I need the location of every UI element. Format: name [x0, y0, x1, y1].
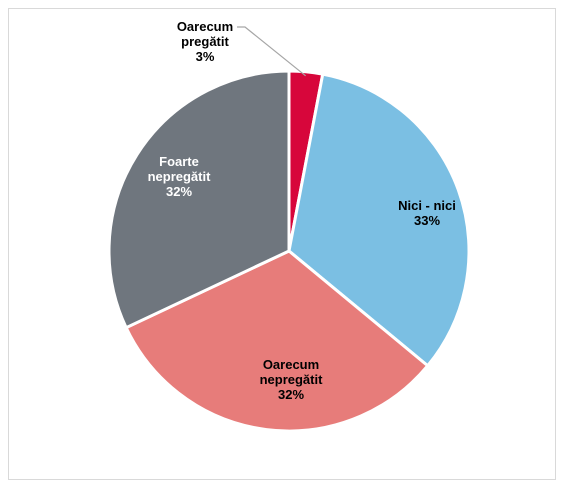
slice-labels: Oarecum pregătit 3%Nici - nici 33%Oarecum ne… [148, 19, 456, 402]
slice-value-label: 32% [278, 387, 304, 402]
slice-value-label: 33% [414, 213, 440, 228]
slice-category-label: Nici - nici [398, 198, 456, 213]
leader-lines [237, 26, 306, 77]
slice-category-label: nepregătit [260, 372, 324, 387]
slice-value-label: 32% [166, 184, 192, 199]
pie-chart: Oarecum pregătit 3%Nici - nici 33%Oarecum ne… [107, 19, 471, 433]
slice-label-2: Oarecum nepregătit 32% [260, 357, 324, 402]
slice-category-label: pregătit [181, 34, 229, 49]
slice-category-label: Oarecum [177, 19, 233, 34]
pie-slice-2 [124, 249, 430, 433]
slice-label-3: Foarte nepregătit 32% [148, 154, 212, 199]
pie-slice-1 [287, 72, 471, 368]
pie-slice-3 [107, 69, 291, 330]
chart-frame: Oarecum pregătit 3% Nici - nici 33% Oarecum ne… [8, 8, 556, 480]
slice-category-label: Foarte [159, 154, 199, 169]
slice-category-label: Oarecum [263, 357, 319, 372]
pie-slices [107, 69, 471, 433]
leader-line-0 [237, 26, 306, 77]
slice-value-label: 3% [196, 49, 215, 64]
slice-category-label: nepregătit [148, 169, 212, 184]
slice-label-0: Oarecum pregătit 3% [177, 19, 233, 64]
slice-label-1: Nici - nici 33% [398, 198, 456, 228]
